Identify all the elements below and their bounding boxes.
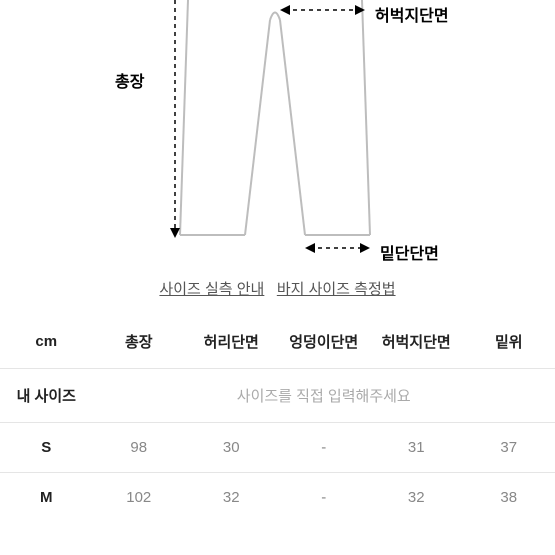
- col-rise: 밑위: [463, 315, 555, 369]
- cell: 38: [463, 473, 555, 523]
- label-thigh: 허벅지단면: [375, 2, 449, 26]
- col-thigh: 허벅지단면: [370, 315, 463, 369]
- pants-svg: [0, 0, 555, 270]
- cell: 37: [463, 423, 555, 473]
- label-hem: 밑단단면: [380, 240, 439, 264]
- cell: -: [278, 423, 371, 473]
- cell: 32: [185, 473, 278, 523]
- size-label: M: [0, 473, 93, 523]
- label-length: 총장: [115, 68, 144, 92]
- link-size-guide[interactable]: 사이즈 실측 안내: [159, 281, 264, 298]
- cell: -: [278, 473, 371, 523]
- col-waist: 허리단면: [185, 315, 278, 369]
- my-size-label: 내 사이즈: [0, 369, 93, 423]
- table-row: S 98 30 - 31 37: [0, 423, 555, 473]
- cell: 30: [185, 423, 278, 473]
- cell: 102: [93, 473, 186, 523]
- cell: 31: [370, 423, 463, 473]
- cell: 32: [370, 473, 463, 523]
- size-links: 사이즈 실측 안내 바지 사이즈 측정법: [0, 278, 555, 299]
- col-unit: cm: [0, 315, 93, 369]
- cell: 98: [93, 423, 186, 473]
- pants-diagram: 총장 허벅지단면 밑단단면: [0, 0, 555, 270]
- my-size-row[interactable]: 내 사이즈 사이즈를 직접 입력해주세요: [0, 369, 555, 423]
- col-hip: 엉덩이단면: [278, 315, 371, 369]
- size-label: S: [0, 423, 93, 473]
- table-header-row: cm 총장 허리단면 엉덩이단면 허벅지단면 밑위: [0, 315, 555, 369]
- table-row: M 102 32 - 32 38: [0, 473, 555, 523]
- my-size-placeholder[interactable]: 사이즈를 직접 입력해주세요: [93, 369, 555, 423]
- link-measure-method[interactable]: 바지 사이즈 측정법: [277, 281, 396, 298]
- size-table: cm 총장 허리단면 엉덩이단면 허벅지단면 밑위 내 사이즈 사이즈를 직접 …: [0, 315, 555, 522]
- col-length: 총장: [93, 315, 186, 369]
